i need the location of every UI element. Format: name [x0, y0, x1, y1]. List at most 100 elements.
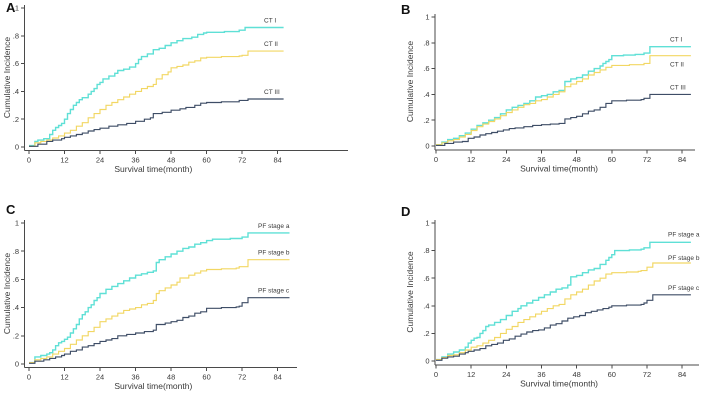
survival-curve-pf-stage-b [436, 262, 691, 361]
x-tick-label: 72 [643, 155, 651, 164]
y-tick-label: .2 [423, 116, 429, 125]
x-tick-label: 60 [608, 155, 616, 164]
panel-letter-c: C [6, 202, 16, 217]
y-tick-label: .6 [13, 59, 19, 68]
survival-curve-ct-ii [29, 50, 284, 147]
panel-b: B 0 .2 .4 .6 .8 1 0 12 24 36 48 60 72 84 Survival time… [354, 0, 708, 200]
y-axis-title: Cumulative Incidence [405, 251, 415, 333]
y-tick-label: .6 [423, 64, 429, 73]
legend-label-pf-stage-a: PF stage a [258, 223, 290, 230]
y-tick-label: 0 [15, 360, 19, 369]
y-tick-label: .4 [423, 90, 429, 99]
survival-curve-ct-iii [436, 93, 691, 146]
survival-curve-ct-i [29, 26, 284, 147]
x-tick-label: 24 [96, 156, 104, 165]
x-tick-label: 24 [96, 373, 104, 382]
y-tick-label: .6 [423, 274, 429, 283]
legend-label-ct-iii: CT III [264, 89, 280, 96]
y-tick-label: .2 [13, 115, 19, 124]
y-tick-label: .8 [423, 246, 429, 255]
x-tick-label: 84 [678, 370, 686, 379]
y-tick-label: 1 [425, 219, 429, 228]
x-tick-label: 72 [643, 370, 651, 379]
x-tick-label: 24 [502, 370, 510, 379]
survival-curve-ct-i [436, 46, 691, 146]
x-axis-title: Survival time(month) [520, 164, 598, 174]
y-tick-label: .4 [423, 301, 429, 310]
x-axis-title: Survival time(month) [520, 379, 598, 389]
survival-curve-pf-stage-a [436, 241, 691, 361]
y-tick-label: .8 [13, 247, 19, 256]
x-tick-label: 72 [238, 156, 246, 165]
legend-label-ct-i: CT I [264, 17, 276, 24]
survival-plot-c: C 0 .2 .4 .6 .8 1 0 12 24 36 48 60 72 84 Survival time… [2, 202, 297, 391]
x-axis-title: Survival time(month) [114, 381, 192, 391]
x-tick-label: 36 [131, 156, 139, 165]
y-axis-title: Cumulative Incidence [2, 253, 12, 335]
survival-curve-pf-stage-b [29, 259, 290, 364]
y-tick-label: 0 [425, 357, 429, 366]
x-tick-label: 0 [27, 156, 31, 165]
y-tick-label: .8 [423, 38, 429, 47]
legend-label-pf-stage-c: PF stage c [258, 288, 290, 295]
x-tick-label: 48 [572, 370, 580, 379]
x-tick-label: 12 [60, 373, 68, 382]
survival-curve-pf-stage-c [436, 294, 691, 361]
x-tick-label: 48 [572, 155, 580, 164]
survival-curve-ct-ii [436, 55, 691, 146]
survival-plot-d: D 0 .2 .4 .6 .8 1 0 12 24 36 48 60 72 84 Survival time… [401, 204, 700, 389]
y-tick-label: 0 [425, 142, 429, 151]
y-tick-label: .4 [13, 303, 19, 312]
x-tick-label: 84 [678, 155, 686, 164]
survival-plot-b: B 0 .2 .4 .6 .8 1 0 12 24 36 48 60 72 84 Survival time… [401, 2, 695, 174]
legend-label-pf-stage-b: PF stage b [258, 250, 290, 257]
x-tick-label: 72 [238, 373, 246, 382]
panel-letter-b: B [401, 2, 410, 17]
panel-d: D 0 .2 .4 .6 .8 1 0 12 24 36 48 60 72 84 Survival time… [354, 200, 708, 400]
legend-label-pf-stage-b: PF stage b [668, 255, 700, 262]
x-tick-label: 12 [60, 156, 68, 165]
legend-label-pf-stage-c: PF stage c [668, 285, 700, 292]
panel-c: C 0 .2 .4 .6 .8 1 0 12 24 36 48 60 72 84 Survival time… [0, 200, 354, 400]
x-tick-label: 24 [502, 155, 510, 164]
x-tick-label: 12 [467, 370, 475, 379]
y-tick-label: .8 [13, 31, 19, 40]
y-tick-label: .2 [13, 331, 19, 340]
y-tick-label: 1 [15, 219, 19, 228]
legend-label-ct-ii: CT II [670, 62, 684, 69]
survival-curve-pf-stage-c [29, 297, 290, 364]
x-tick-label: 0 [27, 373, 31, 382]
y-axis-title: Cumulative Incidence [405, 41, 415, 123]
y-tick-label: 1 [15, 4, 19, 13]
x-tick-label: 84 [273, 156, 281, 165]
x-tick-label: 0 [434, 370, 438, 379]
x-tick-label: 12 [467, 155, 475, 164]
y-tick-label: 0 [15, 143, 19, 152]
x-tick-label: 60 [608, 370, 616, 379]
x-axis-title: Survival time(month) [114, 164, 192, 174]
y-tick-label: .6 [13, 275, 19, 284]
panel-letter-a: A [6, 0, 16, 15]
panel-a: A 0 .2 .4 .6 .8 1 0 12 24 36 48 60 72 84 Survival time… [0, 0, 354, 200]
survival-curve-ct-iii [29, 98, 284, 147]
x-tick-label: 48 [167, 373, 175, 382]
y-tick-label: 1 [425, 13, 429, 22]
legend-label-ct-iii: CT III [670, 84, 686, 91]
y-tick-label: .4 [13, 87, 19, 96]
legend-label-pf-stage-a: PF stage a [668, 231, 700, 238]
legend-label-ct-i: CT I [670, 37, 682, 44]
x-tick-label: 36 [537, 370, 545, 379]
y-tick-label: .2 [423, 329, 429, 338]
legend-label-ct-ii: CT II [264, 41, 278, 48]
survival-plot-a: A 0 .2 .4 .6 .8 1 0 12 24 36 48 60 72 84 Survival time… [2, 0, 348, 174]
x-tick-label: 84 [273, 373, 281, 382]
panel-letter-d: D [401, 204, 410, 219]
x-tick-label: 36 [537, 155, 545, 164]
y-axis-title: Cumulative Incidence [2, 37, 12, 119]
x-tick-label: 0 [434, 155, 438, 164]
x-tick-label: 60 [202, 156, 210, 165]
x-tick-label: 36 [131, 373, 139, 382]
survival-curve-pf-stage-a [29, 232, 290, 364]
x-tick-label: 60 [202, 373, 210, 382]
